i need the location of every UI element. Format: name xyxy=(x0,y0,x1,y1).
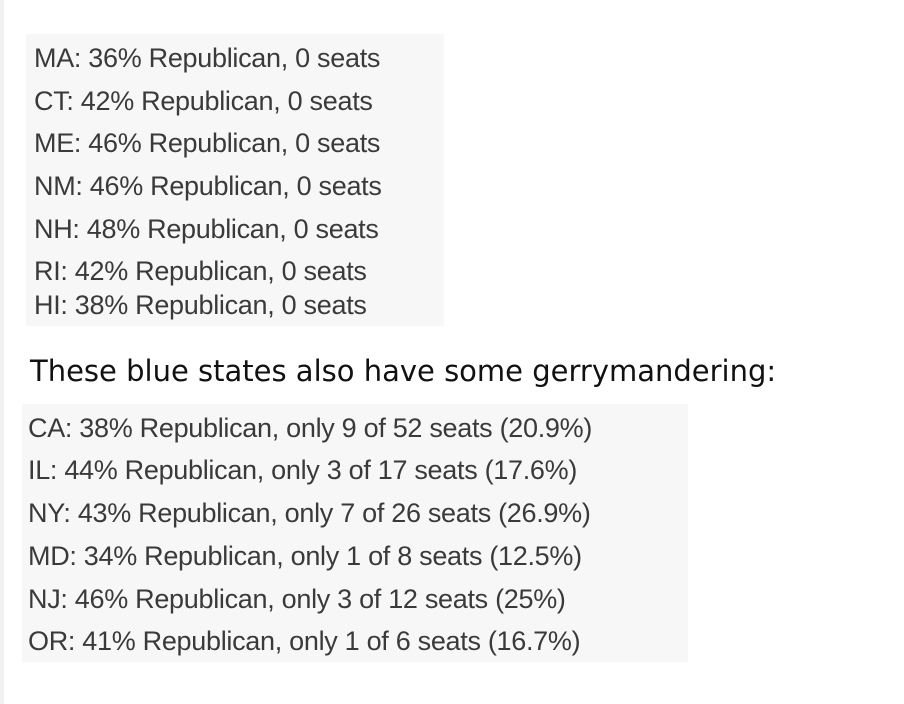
list-item-ca: CA: 38% Republican, only 9 of 52 seats (… xyxy=(28,413,593,443)
list-item-md: MD: 34% Republican, only 1 of 8 seats (1… xyxy=(28,541,582,571)
list-item-il: IL: 44% Republican, only 3 of 17 seats (… xyxy=(28,455,578,485)
top-state-list-panel xyxy=(26,34,444,326)
list-item-me: ME: 46% Republican, 0 seats xyxy=(34,128,381,158)
list-item-or: OR: 41% Republican, only 1 of 6 seats (1… xyxy=(28,626,581,656)
bottom-state-list-panel xyxy=(22,404,688,662)
list-item-ny: NY: 43% Republican, only 7 of 26 seats (… xyxy=(28,498,591,528)
list-item-nj: NJ: 46% Republican, only 3 of 12 seats (… xyxy=(28,584,566,614)
list-item-nm: NM: 46% Republican, 0 seats xyxy=(34,171,382,201)
list-item-hi: HI: 38% Republican, 0 seats xyxy=(34,290,367,320)
list-item-ct: CT: 42% Republican, 0 seats xyxy=(34,86,373,116)
list-item-nh: NH: 48% Republican, 0 seats xyxy=(34,214,379,244)
left-border xyxy=(0,0,4,704)
section-heading: These blue states also have some gerryma… xyxy=(30,354,777,388)
list-item-ma: MA: 36% Republican, 0 seats xyxy=(34,43,381,73)
list-item-ri: RI: 42% Republican, 0 seats xyxy=(34,256,367,286)
